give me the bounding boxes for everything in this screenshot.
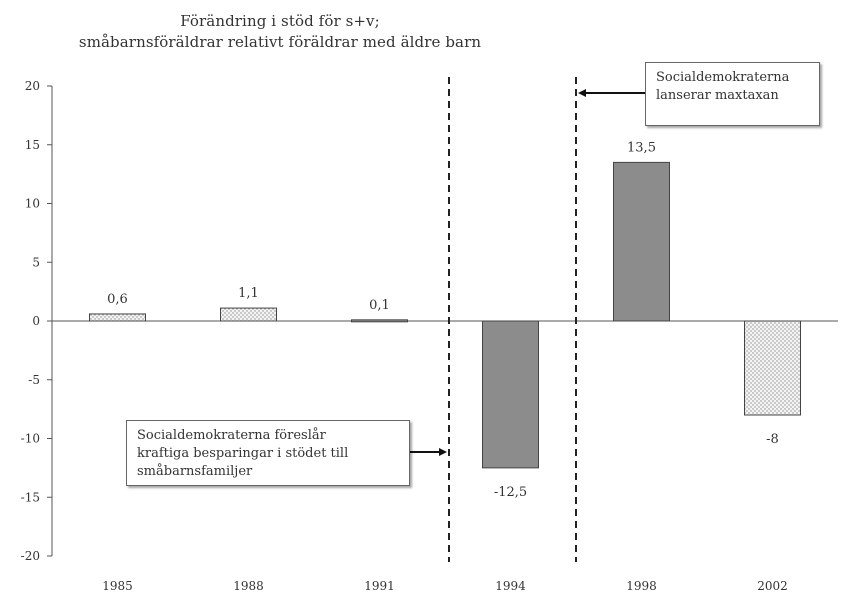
value-label-1991: 0,1 xyxy=(369,298,390,313)
y-tick-label: 0 xyxy=(32,314,40,328)
x-tick-label-1988: 1988 xyxy=(233,579,264,593)
annotation-savings-line-2: kraftiga besparingar i stödet till xyxy=(137,446,349,461)
y-tick-label: -20 xyxy=(21,549,40,563)
y-tick-label: 20 xyxy=(25,79,40,93)
annotation-maxtaxa-line-1: Socialdemokraterna xyxy=(656,70,790,85)
y-tick-label: 15 xyxy=(25,138,40,152)
annotation-savings-line-3: småbarnsfamiljer xyxy=(137,464,253,479)
bar-1988 xyxy=(220,307,277,322)
bar-1998 xyxy=(613,161,670,322)
x-tick-label-2002: 2002 xyxy=(757,579,788,593)
chart-title-line-2: småbarnsföräldrar relativt föräldrar med… xyxy=(78,33,482,51)
y-tick-label: -10 xyxy=(21,432,40,446)
y-tick-label: 10 xyxy=(25,197,40,211)
x-tick-label-1998: 1998 xyxy=(626,579,657,593)
x-tick-label-1994: 1994 xyxy=(495,579,526,593)
value-label-1994: -12,5 xyxy=(494,485,527,500)
bar-1994 xyxy=(482,320,539,469)
value-label-1985: 0,6 xyxy=(107,292,128,307)
y-tick-label: -5 xyxy=(28,373,40,387)
annotation-maxtaxa: Socialdemokraterna lanserar maxtaxan xyxy=(645,62,820,126)
annotation-savings-proposal: Socialdemokraterna föreslår kraftiga bes… xyxy=(126,420,410,486)
y-tick-label: 5 xyxy=(32,255,40,269)
bar-2002 xyxy=(744,320,801,416)
y-tick-label: -15 xyxy=(21,490,40,504)
x-tick-label-1991: 1991 xyxy=(364,579,395,593)
chart-title-line-1: Förändring i stöd för s+v; xyxy=(180,12,380,30)
value-label-1998: 13,5 xyxy=(627,140,656,155)
bar-1985 xyxy=(89,313,146,322)
x-tick-label-1985: 1985 xyxy=(102,579,133,593)
axis-layer: 20 15 10 5 0 -5 -10 -15 -20 1985 1988 1991 1994 1998 2… xyxy=(21,79,838,593)
value-label-2002: -8 xyxy=(766,432,779,447)
bar-1991 xyxy=(351,319,408,323)
value-label-1988: 1,1 xyxy=(238,286,259,301)
arrow-maxtaxa-head xyxy=(578,89,586,97)
annotation-maxtaxa-line-2: lanserar maxtaxan xyxy=(656,88,779,103)
annotation-savings-line-1: Socialdemokraterna föreslår xyxy=(137,428,326,443)
bar-layer: 0,6 1,1 0,1 -12,5 13,5 -8 xyxy=(89,140,801,500)
arrow-savings-head xyxy=(439,448,447,456)
